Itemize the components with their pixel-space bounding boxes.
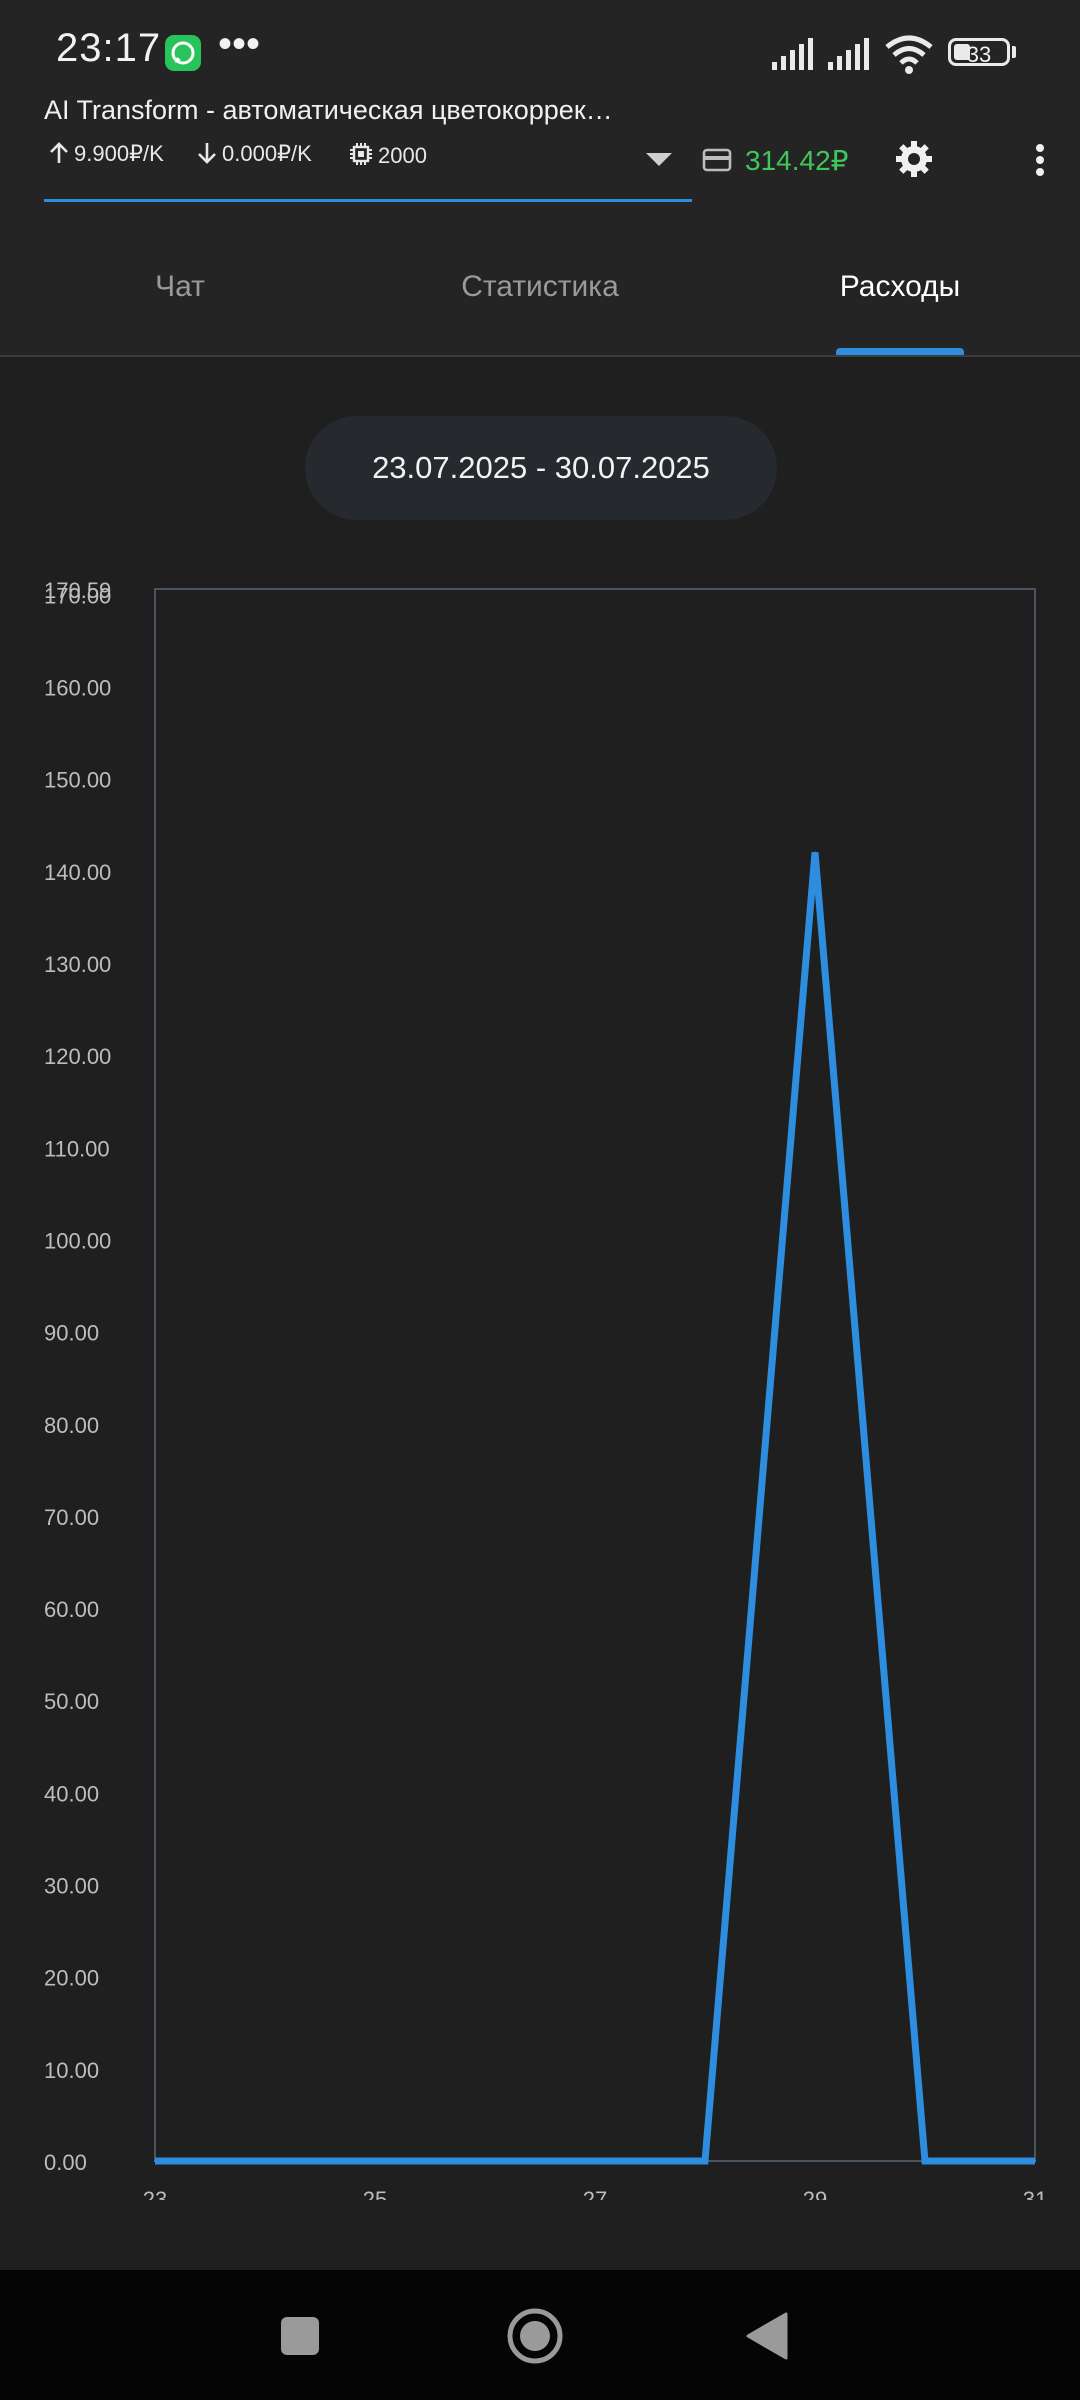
data-point <box>264 2160 266 2162</box>
y-tick-label: 90.00 <box>44 1321 99 1346</box>
x-tick-label: 23 <box>143 2187 167 2200</box>
tab-bar: Чат Статистика Расходы <box>0 230 1080 355</box>
y-tick-label: 60.00 <box>44 1597 99 1622</box>
recent-apps-icon[interactable] <box>280 2316 320 2356</box>
context-size: 2000 <box>348 141 427 169</box>
y-tick-label: 140.00 <box>44 860 111 885</box>
model-dropdown-underline <box>44 199 692 202</box>
y-tick-label: 30.00 <box>44 1874 99 1899</box>
input-price: 9.900₽/K <box>48 141 164 167</box>
battery-icon: 33 <box>948 38 1010 66</box>
y-tick-label: 120.00 <box>44 1044 111 1069</box>
y-tick-label: 20.00 <box>44 1966 99 1991</box>
data-point <box>484 2160 486 2162</box>
arrow-up-icon <box>48 141 70 165</box>
data-point <box>814 851 816 853</box>
y-tick-label: 150.00 <box>44 768 111 793</box>
battery-level: 33 <box>951 42 1007 68</box>
y-tick-label: 110.00 <box>44 1136 110 1161</box>
y-tick-label: 10.00 <box>44 2058 99 2083</box>
tab-chat[interactable]: Чат <box>60 270 300 304</box>
navigation-bar <box>0 2270 1080 2400</box>
balance[interactable]: 314.42₽ <box>745 144 848 177</box>
y-tick-label: 80.00 <box>44 1413 99 1438</box>
chip-icon <box>348 141 374 167</box>
tab-statistics[interactable]: Статистика <box>420 270 660 304</box>
data-point <box>1034 2160 1036 2162</box>
output-price-value: 0.000₽/K <box>222 141 312 166</box>
y-tick-label: 40.00 <box>44 1781 99 1806</box>
y-tick-label: 50.00 <box>44 1689 99 1714</box>
date-range-picker[interactable]: 23.07.2025 - 30.07.2025 <box>305 416 777 520</box>
home-icon[interactable] <box>505 2306 565 2366</box>
status-bar: 23:17 ••• 33 <box>0 0 1080 95</box>
y-tick-label: 70.00 <box>44 1505 99 1530</box>
data-point <box>154 2160 156 2162</box>
more-options-icon[interactable] <box>1034 143 1046 177</box>
whatsapp-icon <box>165 35 201 71</box>
y-tick-label: 170.00 <box>44 583 111 608</box>
model-title[interactable]: AI Transform - автоматическая цветокорре… <box>44 95 684 126</box>
card-icon <box>702 147 732 173</box>
active-tab-indicator <box>836 348 964 355</box>
x-tick-label: 27 <box>583 2187 607 2200</box>
more-notifications-icon: ••• <box>218 22 260 67</box>
x-tick-label: 25 <box>363 2187 387 2200</box>
model-dropdown-arrow-icon[interactable] <box>646 153 672 166</box>
signal-icon-2 <box>828 36 872 72</box>
arrow-down-icon <box>196 141 218 165</box>
wifi-icon <box>884 34 934 74</box>
signal-icon <box>772 36 816 72</box>
input-price-value: 9.900₽/K <box>74 141 164 166</box>
back-icon[interactable] <box>746 2312 788 2360</box>
expenses-chart: 170.590.0010.0020.0030.0040.0050.0060.00… <box>0 560 1080 2200</box>
gear-icon[interactable] <box>894 139 934 179</box>
data-point <box>924 2160 926 2162</box>
tabs-divider <box>0 355 1080 357</box>
tab-expenses[interactable]: Расходы <box>780 270 1020 304</box>
y-tick-label: 130.00 <box>44 952 111 977</box>
output-price: 0.000₽/K <box>196 141 312 167</box>
x-tick-label: 29 <box>803 2187 827 2200</box>
y-tick-label: 100.00 <box>44 1228 111 1253</box>
x-tick-label: 31 <box>1023 2187 1047 2200</box>
expenses-line <box>155 852 1035 2161</box>
status-time: 23:17 <box>56 26 161 71</box>
context-size-value: 2000 <box>378 143 427 168</box>
y-tick-label: 0.00 <box>44 2150 87 2175</box>
y-tick-label: 160.00 <box>44 676 111 701</box>
data-point <box>374 2160 376 2162</box>
data-point <box>704 2160 706 2162</box>
data-point <box>594 2160 596 2162</box>
